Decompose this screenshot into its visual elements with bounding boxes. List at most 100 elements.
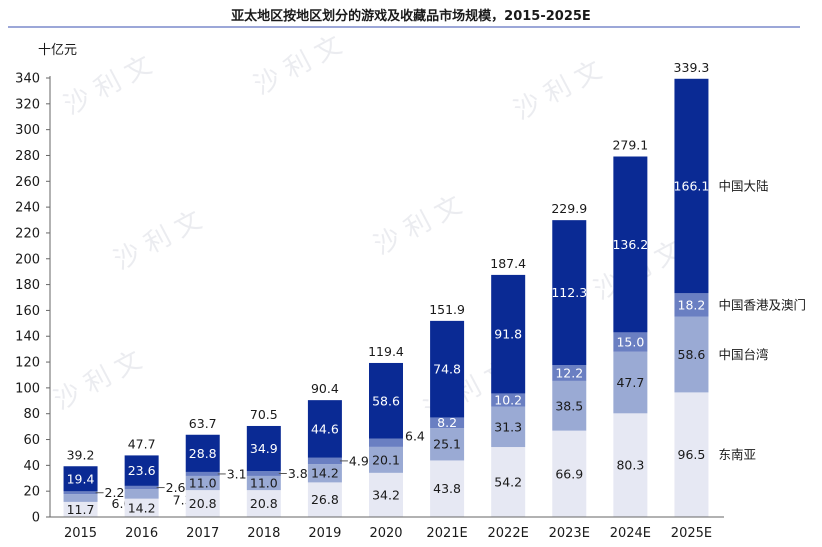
x-tick-label: 2023E bbox=[549, 526, 590, 541]
bar-value-label: 38.5 bbox=[555, 398, 583, 413]
y-tick-label: 220 bbox=[15, 226, 40, 241]
bar-segment bbox=[124, 489, 159, 499]
bar-value-label: 11.0 bbox=[250, 476, 278, 491]
bar-segment bbox=[185, 490, 220, 517]
bar-value-label: 74.8 bbox=[433, 362, 461, 377]
bar-value-label: 14.2 bbox=[311, 466, 339, 481]
bar-value-label: 44.6 bbox=[311, 421, 339, 436]
bar-value-label: 31.3 bbox=[494, 419, 522, 434]
x-tick-label: 2015 bbox=[64, 526, 97, 541]
watermark-text: 沙 利 文 bbox=[59, 50, 157, 121]
bar-value-label: 54.2 bbox=[494, 475, 522, 490]
bar-value-label: 20.8 bbox=[189, 496, 217, 511]
x-tick-label: 2024E bbox=[610, 526, 651, 541]
bar-value-label: 80.3 bbox=[616, 458, 644, 473]
legend-label: 中国大陆 bbox=[718, 179, 768, 194]
bar-total-label: 279.1 bbox=[612, 138, 648, 153]
bar-value-label: 20.1 bbox=[372, 452, 400, 467]
bar-segment bbox=[430, 428, 465, 461]
x-tick-label: 2016 bbox=[125, 526, 158, 541]
bar-value-label: 43.8 bbox=[433, 481, 461, 496]
bar-segment bbox=[246, 471, 281, 476]
x-tick-label: 2021E bbox=[426, 526, 467, 541]
bar-value-label: 4.9 bbox=[349, 453, 369, 468]
bar-value-label: 15.0 bbox=[616, 335, 644, 350]
bar-total-label: 339.3 bbox=[674, 60, 710, 75]
bar-total-label: 47.7 bbox=[128, 436, 156, 451]
bar-value-label: 58.6 bbox=[372, 393, 400, 408]
bar-stack-2022E: 54.2 31.3 10.2 91.8 187.4 bbox=[490, 256, 526, 517]
bar-stack-2015: 11.7 6.02.219.439.2 bbox=[63, 447, 131, 517]
bar-value-label: 23.6 bbox=[128, 463, 156, 478]
bar-segment bbox=[369, 438, 403, 447]
bar-stack-2019: 26.8 14.2 4.9 44.6 90.4 bbox=[307, 381, 369, 517]
bar-value-label: 66.9 bbox=[555, 466, 583, 481]
x-tick-label: 2025E bbox=[671, 526, 712, 541]
bar-segment bbox=[124, 455, 159, 486]
bar-value-label: 112.3 bbox=[551, 285, 587, 300]
bar-value-label: 20.8 bbox=[250, 496, 278, 511]
bar-segment bbox=[491, 406, 526, 448]
bar-value-label: 166.1 bbox=[674, 179, 710, 194]
y-tick-label: 140 bbox=[15, 330, 40, 345]
bar-segment bbox=[430, 417, 465, 429]
y-tick-label: 20 bbox=[23, 485, 40, 500]
bar-segment bbox=[552, 380, 587, 431]
bar-segment bbox=[124, 498, 159, 517]
bar-value-label: 28.8 bbox=[189, 446, 217, 461]
bar-value-label: 10.2 bbox=[494, 393, 522, 408]
bar-total-label: 90.4 bbox=[311, 381, 339, 396]
x-tick-label: 2022E bbox=[488, 526, 529, 541]
bar-value-label: 8.2 bbox=[437, 415, 457, 430]
watermark-text: 沙 利 文 bbox=[49, 345, 147, 416]
y-tick-label: 80 bbox=[23, 407, 40, 422]
bar-value-label: 96.5 bbox=[678, 447, 706, 462]
bar-segment bbox=[307, 464, 342, 483]
bar-segment bbox=[246, 490, 281, 517]
y-tick-label: 160 bbox=[15, 304, 40, 319]
y-tick-label: 40 bbox=[23, 459, 40, 474]
bar-value-label: 19.4 bbox=[67, 471, 95, 486]
bar-total-label: 151.9 bbox=[429, 302, 465, 317]
bar-segment bbox=[369, 472, 403, 517]
watermark-text: 沙 利 文 bbox=[509, 55, 607, 126]
bar-segment bbox=[307, 400, 342, 458]
legend-label: 东南亚 bbox=[718, 447, 756, 462]
bar-total-label: 229.9 bbox=[551, 201, 587, 216]
bar-stack-2017: 20.8 11.0 3.1 28.8 63.7 bbox=[185, 416, 247, 517]
y-tick-label: 120 bbox=[15, 356, 40, 371]
bar-stack-2020: 34.2 20.1 6.4 58.6 119.4 bbox=[368, 344, 425, 517]
bar-segment bbox=[124, 485, 159, 490]
bar-segment bbox=[307, 457, 342, 465]
y-tick-label: 280 bbox=[15, 149, 40, 164]
bar-segment bbox=[369, 362, 403, 439]
bar-value-label: 58.6 bbox=[678, 347, 706, 362]
y-tick-label: 320 bbox=[15, 97, 40, 112]
bar-segment bbox=[185, 471, 220, 476]
x-tick-label: 2020 bbox=[369, 526, 402, 541]
bar-total-label: 70.5 bbox=[250, 407, 278, 422]
bar-value-label: 26.8 bbox=[311, 492, 339, 507]
y-tick-label: 340 bbox=[15, 72, 40, 87]
bar-segment bbox=[185, 434, 220, 472]
bar-segment bbox=[430, 320, 465, 418]
bar-segment bbox=[63, 491, 98, 495]
bar-value-label: 34.2 bbox=[372, 487, 400, 502]
y-tick-label: 180 bbox=[15, 278, 40, 293]
x-tick-label: 2018 bbox=[247, 526, 280, 541]
bar-value-label: 3.8 bbox=[288, 466, 308, 481]
bar-value-label: 14.2 bbox=[128, 500, 156, 515]
bar-stack-2016: 14.27.32.623.647.7 bbox=[124, 436, 193, 517]
bar-segment bbox=[674, 78, 709, 294]
y-tick-label: 0 bbox=[32, 511, 40, 526]
bar-value-label: 34.9 bbox=[250, 441, 278, 456]
bar-value-label: 136.2 bbox=[612, 237, 648, 252]
bar-segment bbox=[246, 425, 281, 472]
watermark-text: 沙 利 文 bbox=[249, 30, 347, 101]
bar-value-label: 2.6 bbox=[166, 480, 186, 495]
y-tick-label: 200 bbox=[15, 252, 40, 267]
bar-stack-2024E: 80.3 47.7 15.0 136.2 279.1 bbox=[612, 138, 648, 517]
bar-segment bbox=[674, 293, 709, 317]
